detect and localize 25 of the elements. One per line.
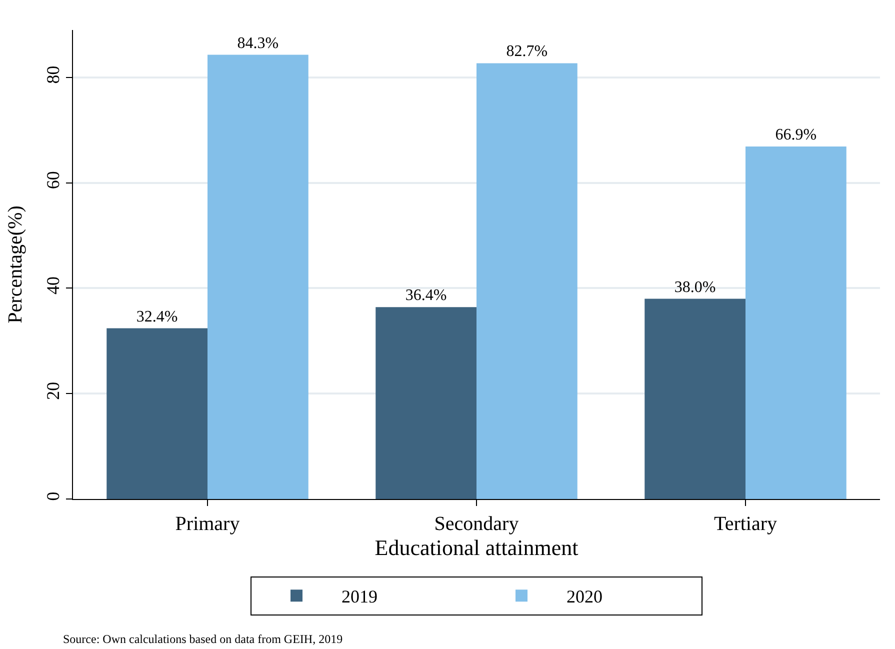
data-label: 82.7% [506,43,548,60]
bar [376,307,476,499]
x-tick-label: Tertiary [714,513,778,535]
data-label: 36.4% [405,287,447,304]
x-axis-title: Educational attainment [374,535,578,560]
y-tick-label: 0 [42,492,63,501]
bar [746,146,846,499]
legend-label: 2020 [566,586,602,607]
bar [208,54,308,499]
legend-label: 2019 [342,586,378,607]
data-label: 38.0% [674,278,716,296]
data-label: 84.3% [237,34,279,52]
data-label: 32.4% [136,308,178,326]
x-tick-label: Secondary [434,513,519,535]
y-tick-label: 20 [42,382,63,400]
x-tick-label: Primary [175,513,240,535]
y-tick-label: 80 [42,66,63,84]
y-tick-label: 40 [42,276,63,295]
bar [644,298,746,499]
data-label: 66.9% [775,126,817,144]
y-axis-title: Percentage(%) [4,206,26,324]
source-note: Source: Own calculations based on data from GEIH, 2019 [63,632,343,646]
bar [476,63,578,499]
y-tick-label: 60 [42,171,63,190]
bar [106,328,208,499]
